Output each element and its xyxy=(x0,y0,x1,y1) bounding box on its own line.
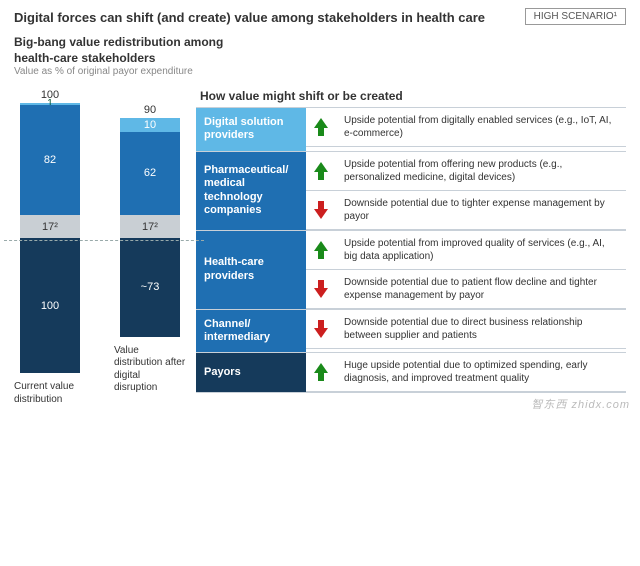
value-shift-desc: Downside potential due to tighter expens… xyxy=(336,191,626,229)
value-shift-desc: Downside potential due to direct busines… xyxy=(336,310,626,348)
value-shift-row: Downside potential due to direct busines… xyxy=(306,310,626,349)
value-shift-rows: Digital solution providers Upside potenti… xyxy=(196,107,626,393)
category-group: Payors Huge upside potential due to optim… xyxy=(196,352,626,392)
value-shift-desc: Downside potential due to patient flow d… xyxy=(336,270,626,308)
value-shift-desc: Huge upside potential due to optimized s… xyxy=(336,353,626,391)
right-header: How value might shift or be created xyxy=(200,89,626,103)
category-label: Payors xyxy=(196,353,306,392)
value-shift-row: Huge upside potential due to optimized s… xyxy=(306,353,626,392)
arrow-up-icon xyxy=(306,231,336,269)
subtitle-line2: health-care stakeholders xyxy=(14,51,626,67)
arrow-down-icon xyxy=(306,310,336,348)
value-shift-row: Downside potential due to patient flow d… xyxy=(306,269,626,309)
value-shift-row: Downside potential due to tighter expens… xyxy=(306,190,626,230)
arrow-down-icon xyxy=(306,191,336,229)
category-label: Health-care providers xyxy=(196,231,306,309)
bar-segment: 82 xyxy=(20,105,80,216)
bar-0: 10018217²100Current value distribution xyxy=(14,89,86,406)
bar-segment: 100 xyxy=(20,238,80,373)
bar-total-label: 90 xyxy=(144,104,156,116)
bar-axis-label: Current value distribution xyxy=(14,381,86,406)
category-label: Pharmaceutical/ medical technology compa… xyxy=(196,152,306,230)
bar-1: 90 106217²~73 Value distribution after dig… xyxy=(114,89,186,395)
bar-segment: 62 xyxy=(120,132,180,216)
value-shift-row: Upside potential from improved quality o… xyxy=(306,231,626,269)
value-shift-panel: How value might shift or be created Digi… xyxy=(196,83,626,406)
value-shift-row: Upside potential from digitally enabled … xyxy=(306,108,626,147)
arrow-up-icon xyxy=(306,108,336,146)
value-shift-desc: Upside potential from improved quality o… xyxy=(336,231,626,269)
subtitle-note: Value as % of original payor expenditure xyxy=(14,66,626,77)
arrow-down-icon xyxy=(306,270,336,308)
category-label: Channel/ intermediary xyxy=(196,310,306,352)
category-label: Digital solution providers xyxy=(196,108,306,150)
value-shift-desc: Upside potential from offering new produ… xyxy=(336,152,626,190)
bar-segment: ~73 xyxy=(120,238,180,337)
scenario-badge: HIGH SCENARIO¹ xyxy=(525,8,626,25)
bar-charts: 10018217²100Current value distribution90… xyxy=(14,83,186,406)
watermark: 智东西 zhidx.com xyxy=(531,396,630,412)
category-group: Digital solution providers Upside potenti… xyxy=(196,107,626,150)
baseline-divider xyxy=(4,240,204,241)
bar-segment: 10 xyxy=(120,118,180,132)
arrow-up-icon xyxy=(306,152,336,190)
category-group: Channel/ intermediary Downside potential … xyxy=(196,309,626,352)
category-group: Pharmaceutical/ medical technology compa… xyxy=(196,151,626,230)
bar-segment: 17² xyxy=(120,215,180,238)
arrow-up-icon xyxy=(306,353,336,391)
bar-segment: 17² xyxy=(20,215,80,238)
category-group: Health-care providers Upside potential fr… xyxy=(196,230,626,309)
subtitle-line1: Big-bang value redistribution among xyxy=(14,35,626,51)
bar-axis-label: Value distribution after digital disrupt… xyxy=(114,345,186,395)
value-shift-desc: Upside potential from digitally enabled … xyxy=(336,108,626,146)
value-shift-row: Upside potential from offering new produ… xyxy=(306,152,626,190)
